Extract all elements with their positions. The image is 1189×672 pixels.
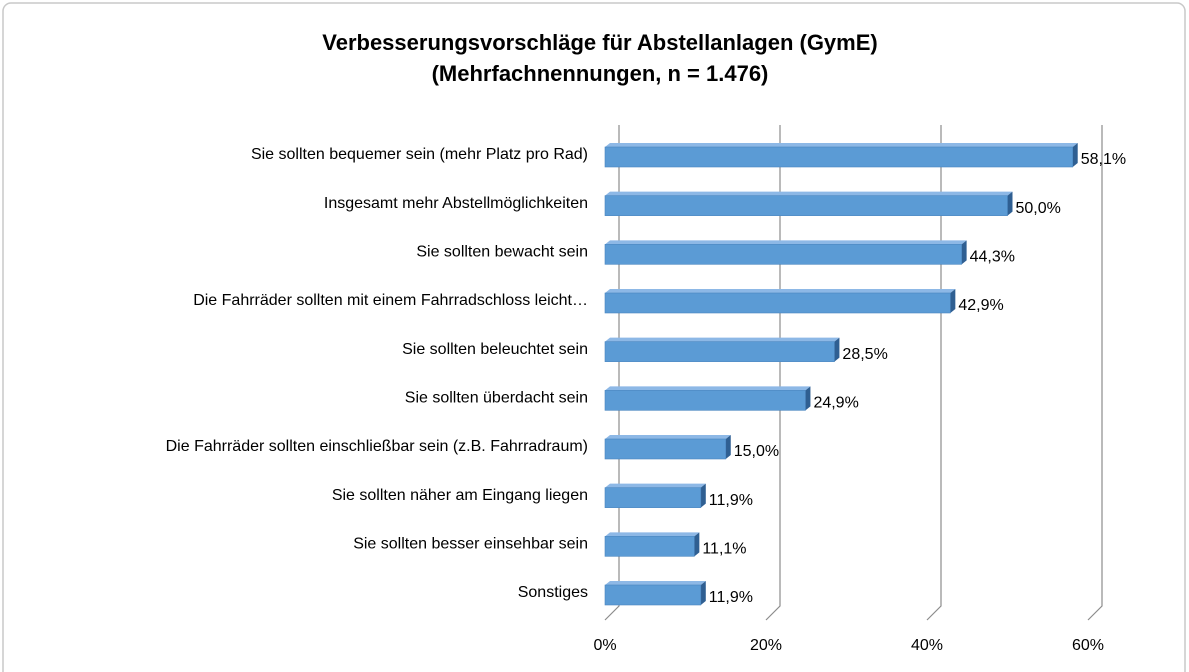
- bar-face: [604, 536, 695, 557]
- bar: [604, 581, 706, 606]
- bar-face: [604, 244, 962, 265]
- bar-face: [604, 195, 1008, 216]
- category-label: Sie sollten beleuchtet sein: [402, 341, 588, 358]
- bar-face: [605, 240, 967, 245]
- bar-face: [604, 390, 806, 411]
- bar-face: [605, 435, 731, 439]
- bar-face: [604, 292, 951, 314]
- bar-face: [605, 581, 706, 585]
- bar-face: [950, 289, 956, 313]
- bar-face: [700, 483, 706, 508]
- value-label: 44,3%: [970, 249, 1015, 266]
- category-label: Sie sollten besser einsehbar sein: [353, 536, 588, 553]
- bar: [604, 483, 706, 508]
- bar-face: [805, 386, 811, 411]
- bar-face: [605, 532, 700, 537]
- bar-face: [604, 487, 702, 508]
- category-label: Sie sollten bewacht sein: [416, 244, 588, 261]
- category-label: Sie sollten überdacht sein: [405, 390, 588, 407]
- bar-face: [1007, 191, 1013, 216]
- bar: [604, 386, 811, 411]
- value-label: 15,0%: [734, 443, 779, 460]
- chart-title: Verbesserungsvorschläge für Abstellanlag…: [322, 30, 877, 55]
- chart-subtitle: (Mehrfachnennungen, n = 1.476): [432, 61, 769, 86]
- value-label: 42,9%: [958, 297, 1003, 314]
- bar-face: [605, 337, 840, 342]
- category-label: Sonstiges: [518, 584, 588, 601]
- bar-face: [725, 435, 731, 459]
- x-tick-label: 0%: [593, 637, 616, 654]
- value-label: 28,5%: [842, 346, 887, 363]
- value-label: 11,9%: [709, 589, 753, 606]
- grid-line: [765, 125, 781, 621]
- value-label: 58,1%: [1081, 151, 1126, 168]
- grid-line: [604, 125, 620, 621]
- value-label: 11,9%: [709, 492, 753, 509]
- bar-face: [834, 337, 840, 362]
- bar-face: [961, 240, 967, 265]
- bar: [604, 435, 731, 460]
- bar-face: [605, 483, 706, 488]
- category-label: Die Fahrräder sollten einschließbar sein…: [166, 438, 588, 455]
- x-tick-label: 40%: [911, 637, 943, 654]
- bar: [604, 532, 700, 557]
- category-label: Insgesamt mehr Abstellmöglichkeiten: [324, 195, 588, 212]
- value-label: 24,9%: [813, 395, 858, 412]
- category-label: Die Fahrräder sollten mit einem Fahrrads…: [193, 292, 588, 309]
- bar-face: [604, 341, 835, 362]
- bar-face: [605, 386, 811, 391]
- bar: [604, 289, 956, 314]
- x-tick-label: 20%: [750, 637, 782, 654]
- grid-line: [1087, 125, 1103, 621]
- bar-face: [605, 191, 1013, 196]
- value-label: 50,0%: [1016, 200, 1061, 217]
- bar: [604, 191, 1013, 216]
- bar-face: [604, 438, 727, 460]
- category-label: Sie sollten näher am Eingang liegen: [332, 487, 588, 504]
- category-label: Sie sollten bequemer sein (mehr Platz pr…: [251, 146, 588, 163]
- value-label: 11,1%: [702, 541, 746, 558]
- bar-face: [604, 584, 702, 606]
- bar-face: [694, 532, 700, 557]
- bar: [604, 240, 967, 265]
- bar: [604, 337, 840, 362]
- bar-face: [605, 289, 956, 293]
- grid-line: [926, 125, 942, 621]
- bar-face: [604, 146, 1074, 168]
- x-tick-label: 60%: [1072, 637, 1104, 654]
- bar-face: [1072, 143, 1078, 167]
- bar: [604, 143, 1078, 168]
- bar-face: [605, 143, 1078, 147]
- bar-face: [700, 581, 706, 605]
